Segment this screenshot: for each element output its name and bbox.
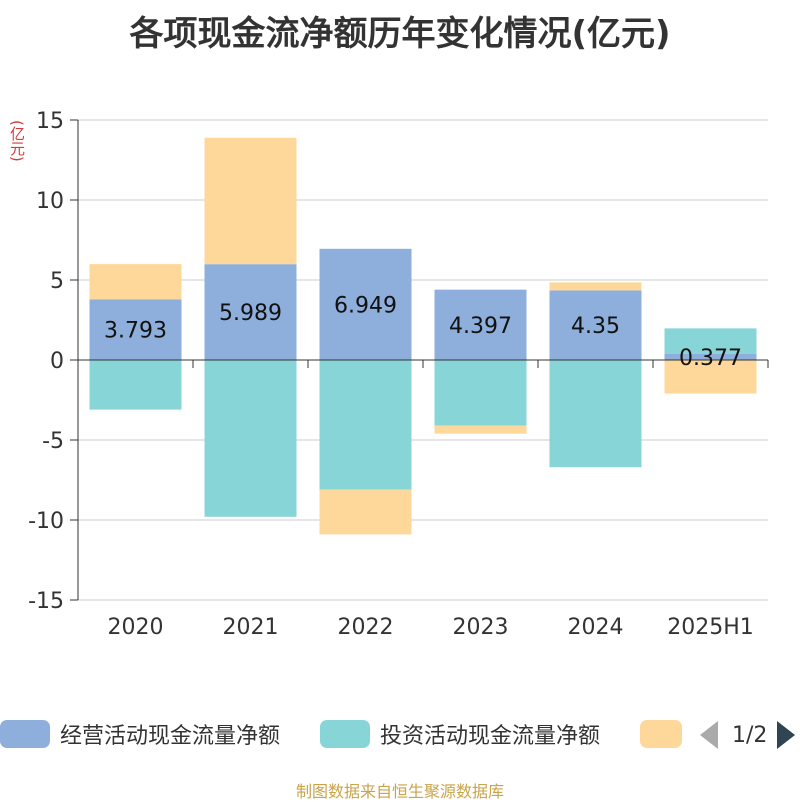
legend-label-investing: 投资活动现金流量净额 [380, 724, 601, 749]
bar-series2-2020 [89, 264, 182, 300]
y-tick-label: 10 [36, 189, 64, 214]
bar-series2-2024 [549, 282, 642, 291]
x-tick-label: 2021 [223, 615, 279, 640]
legend-pager: 1/2 [700, 720, 796, 750]
cash-flow-chart: 15 10 5 0 -5 -10 -15 3.793 5.989 6.949 4.397 4.35 0.… [28, 109, 769, 640]
y-tick-label: -15 [28, 589, 64, 614]
bar-series1-2024 [549, 360, 642, 468]
bar-series2-2025H1 [664, 360, 757, 394]
y-tick-label: 0 [50, 349, 64, 374]
data-label-2020: 3.793 [104, 319, 167, 344]
y-tick-label: 5 [50, 269, 64, 294]
legend-swatch-operating [0, 720, 50, 748]
bar-series1-2020 [89, 360, 182, 410]
y-axis-unit-label: (亿元) [8, 120, 26, 162]
legend-item-operating[interactable]: 经营活动现金流量净额 [0, 714, 280, 754]
legend-item-third[interactable] [640, 714, 692, 754]
bar-series2-2021 [204, 137, 297, 265]
bar-series0-2021 [204, 264, 297, 360]
x-tick-label: 2023 [453, 615, 509, 640]
chart-title: 各项现金流净额历年变化情况(亿元) [129, 14, 671, 54]
data-label-2021: 5.989 [219, 301, 282, 326]
data-label-2023: 4.397 [449, 314, 512, 339]
bar-series0-2025H1 [664, 353, 757, 360]
bar-series1-2022 [319, 360, 412, 490]
data-label-2025H1: 0.377 [679, 346, 742, 371]
legend-swatch-investing [320, 720, 370, 748]
y-tick-label: 15 [36, 109, 64, 134]
y-tick-label: -10 [28, 509, 64, 534]
legend-next-icon[interactable] [777, 721, 796, 749]
bar-series2-2023 [434, 425, 527, 434]
source-note: 制图数据来自恒生聚源数据库 [295, 782, 504, 801]
x-tick-label: 2024 [568, 615, 624, 640]
legend-prev-icon[interactable] [700, 721, 718, 749]
data-label-2024: 4.35 [571, 314, 620, 339]
bar-series2-2022 [319, 489, 412, 535]
bar-series0-2023 [434, 289, 527, 360]
legend-swatch-third [640, 720, 682, 748]
bar-series1-2025H1 [664, 328, 757, 354]
bar-series1-2023 [434, 360, 527, 426]
data-label-2022: 6.949 [334, 293, 397, 318]
legend-label-operating: 经营活动现金流量净额 [60, 724, 281, 749]
bar-series1-2021 [204, 360, 297, 517]
bar-series0-2024 [549, 290, 642, 360]
bar-series0-2022 [319, 248, 412, 360]
legend-item-investing[interactable]: 投资活动现金流量净额 [320, 714, 600, 754]
x-tick-label: 2020 [108, 615, 164, 640]
x-tick-label: 2022 [338, 615, 394, 640]
x-tick-label: 2025H1 [667, 615, 754, 640]
y-tick-label: -5 [42, 429, 64, 454]
legend: 经营活动现金流量净额 投资活动现金流量净额 [0, 714, 800, 754]
bar-series0-2020 [89, 299, 182, 360]
legend-page-number: 1/2 [732, 722, 768, 748]
